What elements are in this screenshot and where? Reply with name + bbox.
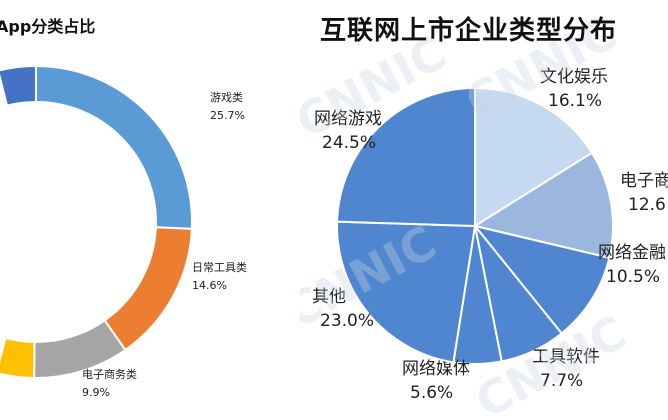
right-chart-title: 互联网上市企业类型分布 [320,16,618,46]
right-chart-panel: CNNIC CNNIC CNNIC CNNIC 互联网上市企业类型分布 文化娱乐… [300,0,668,420]
company-type-pie-chart: 文化娱乐 16.1% 电子商务 12.6 网络金融 10.5% 工具软件 7.7% 网络媒体 5.… [312,67,668,403]
donut-slice-partial [0,64,37,107]
donut-slice-value: 14.6% [192,279,227,292]
pie-slice-value: 12.6 [628,195,666,215]
pie-slice-label: 工具软件 [532,347,600,367]
donut-slice-value: 25.7% [210,109,245,122]
pie-slice-value: 10.5% [606,267,660,287]
donut-slice-label: 电子商务类 [82,367,137,381]
app-category-donut-chart: 游戏类 25.7% 日常工具类 14.6% 电子商务类 9.9% [0,64,247,399]
left-chart-title: App分类占比 [0,17,96,36]
pie-slice-label: 电子商务 [620,171,668,191]
pie-slice-e7bd91e7bb9ce98791e89e8d [472,224,611,335]
pie-slice-value: 7.7% [540,371,583,391]
pie-slice-e794b5e5ad90e59586e58aa1 [472,151,614,259]
donut-slice-partial [0,336,36,380]
pie-slice-label: 网络金融 [598,243,666,263]
donut-slice-label: 日常工具类 [192,260,247,274]
pie-slice-e585b6e4bb96 [336,220,477,364]
pie-slice-label: 网络媒体 [402,359,470,379]
pie-slice-value: 23.0% [320,311,374,331]
pie-slice-e7bd91e7bb9ce6b8b8e6888f [336,86,476,228]
pie-slice-label: 其他 [312,287,346,307]
donut-slice-label: 游戏类 [210,90,243,104]
pie-slice-value: 24.5% [322,133,376,153]
donut-slice-e697a5e5b8b8e5b7a5e585b7e7b1bb [103,226,193,352]
pie-slice-e69687e58c96e5a8b1e4b990 [474,86,594,228]
pie-slice-label: 网络游戏 [314,109,382,129]
pie-slice-value: 16.1% [548,91,602,111]
left-chart-panel: App分类占比 游戏类 25.7% 日常工具类 14.6% 电子商务类 9.9% [0,0,300,420]
pie-slice-value: 5.6% [410,383,453,403]
donut-slice-value: 9.9% [82,386,110,399]
pie-slice-label: 文化娱乐 [540,67,608,87]
donut-slice-e6b8b8e6888fe7b1bb [35,64,193,230]
